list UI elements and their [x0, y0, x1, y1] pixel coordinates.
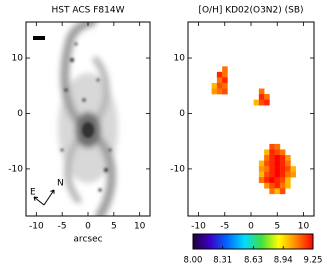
pixel — [285, 177, 291, 184]
x-tick-label: -10 — [29, 222, 44, 232]
pixel — [258, 94, 265, 100]
pixel — [279, 149, 286, 156]
pixel — [258, 160, 265, 167]
pixel — [285, 166, 291, 172]
pixel — [269, 149, 275, 156]
pixel — [222, 82, 228, 89]
plot-frame — [187, 21, 315, 217]
pixel — [258, 177, 265, 184]
pixel — [285, 160, 291, 167]
pixel — [211, 88, 218, 95]
pixel — [222, 88, 228, 95]
galaxy-image — [33, 22, 118, 216]
pixel — [216, 71, 223, 78]
pixel — [258, 99, 265, 106]
pixel — [274, 182, 281, 189]
pixel — [269, 171, 275, 178]
pixel — [274, 166, 281, 172]
pixel — [285, 155, 291, 161]
pixel — [264, 99, 270, 106]
pixel — [274, 160, 281, 167]
pixel — [285, 171, 291, 178]
y-tick-label: 0 — [179, 109, 185, 119]
colorbar-tick-label: 8.63 — [244, 256, 263, 266]
pixel — [279, 177, 286, 184]
colorbar — [192, 233, 314, 250]
compass-label: E — [30, 188, 36, 198]
pixel — [274, 149, 281, 156]
pixel — [274, 155, 281, 161]
pixel — [279, 155, 286, 161]
pixel — [269, 177, 275, 184]
pixel — [279, 188, 286, 195]
pixel — [274, 171, 281, 178]
y-tick-label: -10 — [8, 164, 23, 174]
pixel — [279, 171, 286, 178]
compass — [33, 189, 55, 206]
colorbar-tick-label: 8.31 — [213, 256, 232, 266]
x-tick-label: 5 — [274, 222, 280, 232]
pixel — [222, 77, 228, 84]
pixel — [290, 171, 296, 178]
pixel — [222, 66, 228, 73]
compass-label: N — [57, 179, 64, 189]
pixel — [258, 166, 265, 172]
pixel — [269, 166, 275, 172]
colorbar-tick-label: 8.00 — [184, 256, 203, 266]
x-tick-label: 10 — [298, 222, 310, 232]
x-axis-label: arcsec — [73, 235, 102, 245]
pixel — [279, 166, 286, 172]
x-tick-label: -5 — [58, 222, 67, 232]
pixel — [269, 188, 275, 195]
pixel — [216, 88, 223, 95]
x-tick-label: -10 — [191, 222, 206, 232]
pixel — [264, 160, 270, 167]
pixel — [264, 166, 270, 172]
pixel — [269, 160, 275, 167]
pixel — [269, 155, 275, 161]
pixel — [264, 94, 270, 100]
pixel — [285, 182, 291, 189]
panel-title: [O/H] KD02(O3N2) (SB) — [198, 6, 303, 16]
x-tick-label: -5 — [220, 222, 229, 232]
y-tick-label: -10 — [170, 164, 185, 174]
colorbar-tick-label: 9.25 — [304, 256, 323, 266]
pixel — [258, 88, 265, 95]
x-tick-label: 0 — [248, 222, 254, 232]
scale-bar — [33, 36, 45, 40]
panel-title: HST ACS F814W — [52, 6, 125, 16]
pixel — [274, 188, 281, 195]
y-tick-label: 10 — [174, 54, 186, 64]
x-tick-label: 5 — [111, 222, 117, 232]
pixel — [258, 171, 265, 178]
pixel — [216, 77, 223, 84]
pixel — [211, 82, 218, 89]
pixel — [222, 71, 228, 78]
pixel — [253, 99, 260, 106]
y-tick-label: 10 — [12, 54, 24, 64]
x-tick-label: 10 — [134, 222, 146, 232]
y-tick-label: 0 — [17, 109, 23, 119]
pixel — [264, 177, 270, 184]
pixel — [274, 143, 281, 150]
pixel — [264, 171, 270, 178]
pixel — [269, 143, 275, 150]
x-tick-label: 0 — [85, 222, 91, 232]
pixel — [264, 149, 270, 156]
pixel — [274, 177, 281, 184]
colorbar-tick-label: 8.94 — [274, 256, 293, 266]
pixel — [264, 155, 270, 161]
pixel — [279, 182, 286, 189]
pixel — [269, 182, 275, 189]
pixel — [290, 166, 296, 172]
pixel — [264, 182, 270, 189]
pixel — [216, 82, 223, 89]
pixel — [279, 160, 286, 167]
